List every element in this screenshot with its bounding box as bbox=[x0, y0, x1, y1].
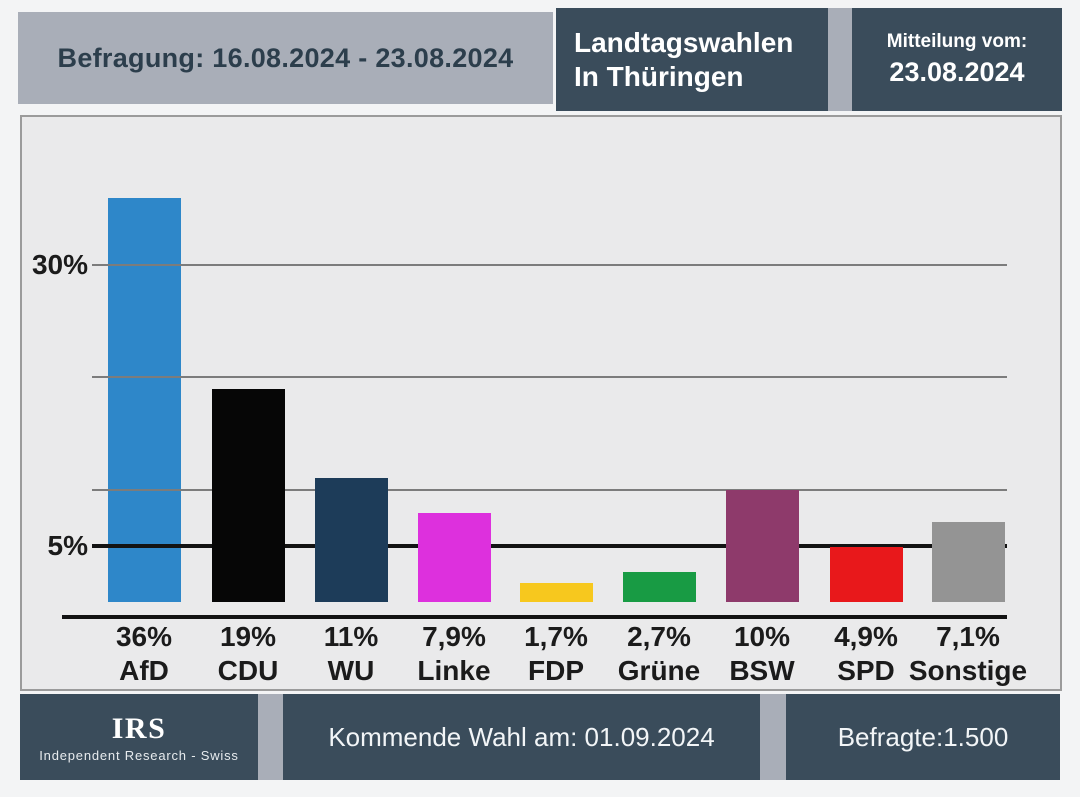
bar-gruene bbox=[622, 571, 696, 602]
survey-period-banner: Befragung: 16.08.2024 - 23.08.2024 bbox=[18, 12, 553, 104]
gridline-20pct bbox=[92, 376, 1007, 379]
bar-value-label-fdp: 1,7% bbox=[524, 621, 588, 652]
bar-category-label-fdp: FDP bbox=[528, 655, 584, 686]
gridline-30pct bbox=[92, 264, 1007, 267]
chart-title-line1: Landtagswahlen bbox=[574, 27, 794, 59]
sample-size-banner: Befragte:1.500 bbox=[786, 694, 1060, 780]
bar-sonstige bbox=[931, 522, 1005, 602]
bar-wu bbox=[314, 478, 388, 602]
footer-divider bbox=[760, 694, 786, 780]
bar-value-label-sonstige: 7,1% bbox=[936, 621, 1000, 652]
bar-category-label-bsw: BSW bbox=[729, 655, 795, 686]
bar-category-label-wu: WU bbox=[327, 655, 375, 686]
release-date-banner: Mitteilung vom: 23.08.2024 bbox=[852, 8, 1062, 111]
bar-spd bbox=[829, 546, 903, 602]
bar-category-label-linke: Linke bbox=[417, 655, 491, 686]
bar-value-label-wu: 11% bbox=[323, 621, 379, 652]
publisher-logo: IRS Independent Research - Swiss bbox=[20, 694, 258, 780]
next-election-banner: Kommende Wahl am: 01.09.2024 bbox=[283, 694, 760, 780]
survey-period-text: Befragung: 16.08.2024 - 23.08.2024 bbox=[57, 42, 514, 73]
publisher-logo-subtext: Independent Research - Swiss bbox=[39, 747, 239, 763]
bar-bsw bbox=[725, 489, 799, 602]
y-axis-tick-5pct: 5% bbox=[47, 529, 88, 561]
bar-category-label-spd: SPD bbox=[837, 655, 895, 686]
x-axis-line bbox=[62, 615, 1007, 619]
bar-category-label-cdu: CDU bbox=[217, 655, 279, 686]
bar-category-label-sonstige: Sonstige bbox=[908, 655, 1028, 686]
footer-divider bbox=[258, 694, 283, 780]
bar-value-label-gruene: 2,7% bbox=[627, 621, 691, 652]
bar-value-label-spd: 4,9% bbox=[834, 621, 898, 652]
bar-value-label-bsw: 10% bbox=[733, 621, 791, 652]
bar-category-label-afd: AfD bbox=[119, 655, 169, 686]
release-date-value: 23.08.2024 bbox=[889, 57, 1025, 87]
next-election-text: Kommende Wahl am: 01.09.2024 bbox=[328, 721, 715, 752]
header-divider bbox=[828, 8, 852, 111]
sample-size-text: Befragte:1.500 bbox=[837, 721, 1009, 752]
bar-value-label-cdu: 19% bbox=[219, 621, 277, 652]
bar-linke bbox=[417, 513, 491, 602]
gridline-10pct bbox=[92, 488, 1007, 491]
publisher-logo-text: IRS bbox=[111, 711, 167, 745]
release-date-label: Mitteilung vom: bbox=[886, 31, 1028, 52]
bar-category-label-gruene: Grüne bbox=[617, 655, 701, 686]
plot-area: 30% 5% 36% AfD 19% CDU 11% WU 7,9% Linke 1,7% FDP 2,… bbox=[20, 115, 1062, 691]
chart-title-banner: Landtagswahlen In Thüringen bbox=[556, 8, 828, 111]
bar-value-label-linke: 7,9% bbox=[422, 621, 486, 652]
five-percent-threshold-line bbox=[92, 543, 1007, 548]
bar-afd bbox=[107, 197, 181, 602]
chart-title-line2: In Thüringen bbox=[574, 60, 744, 92]
bar-value-label-afd: 36% bbox=[115, 621, 173, 652]
bar-fdp bbox=[519, 582, 593, 602]
bar-cdu bbox=[211, 388, 285, 602]
y-axis-tick-30pct: 30% bbox=[31, 249, 88, 281]
